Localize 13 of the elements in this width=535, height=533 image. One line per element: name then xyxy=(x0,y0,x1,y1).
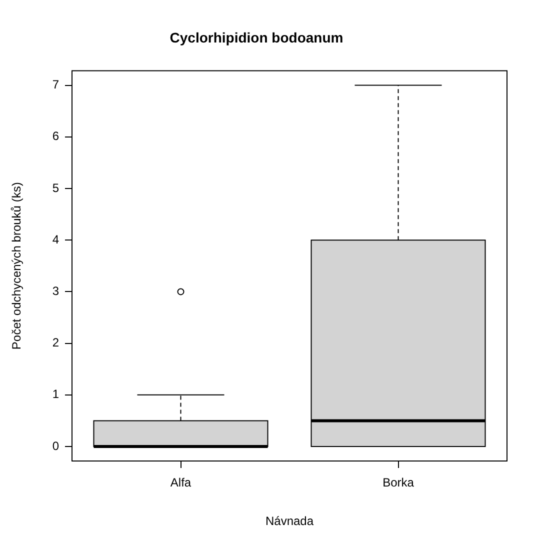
x-tick-label: Borka xyxy=(382,476,414,490)
y-tick-label: 2 xyxy=(52,336,60,350)
y-tick-label: 4 xyxy=(52,232,60,246)
y-tick-label: 7 xyxy=(52,78,60,92)
y-tick-label: 1 xyxy=(52,387,60,402)
y-tick-label: 3 xyxy=(52,284,60,298)
y-axis-title: Počet odchycených brouků (ks) xyxy=(10,182,24,350)
chart-title: Cyclorhipidion bodoanum xyxy=(170,29,344,46)
y-tick-label: 6 xyxy=(52,129,60,144)
y-tick-label: 0 xyxy=(52,438,60,453)
x-tick-label: Alfa xyxy=(170,476,192,490)
y-tick-label: 5 xyxy=(52,180,60,195)
x-axis-title: Návnada xyxy=(265,514,314,528)
